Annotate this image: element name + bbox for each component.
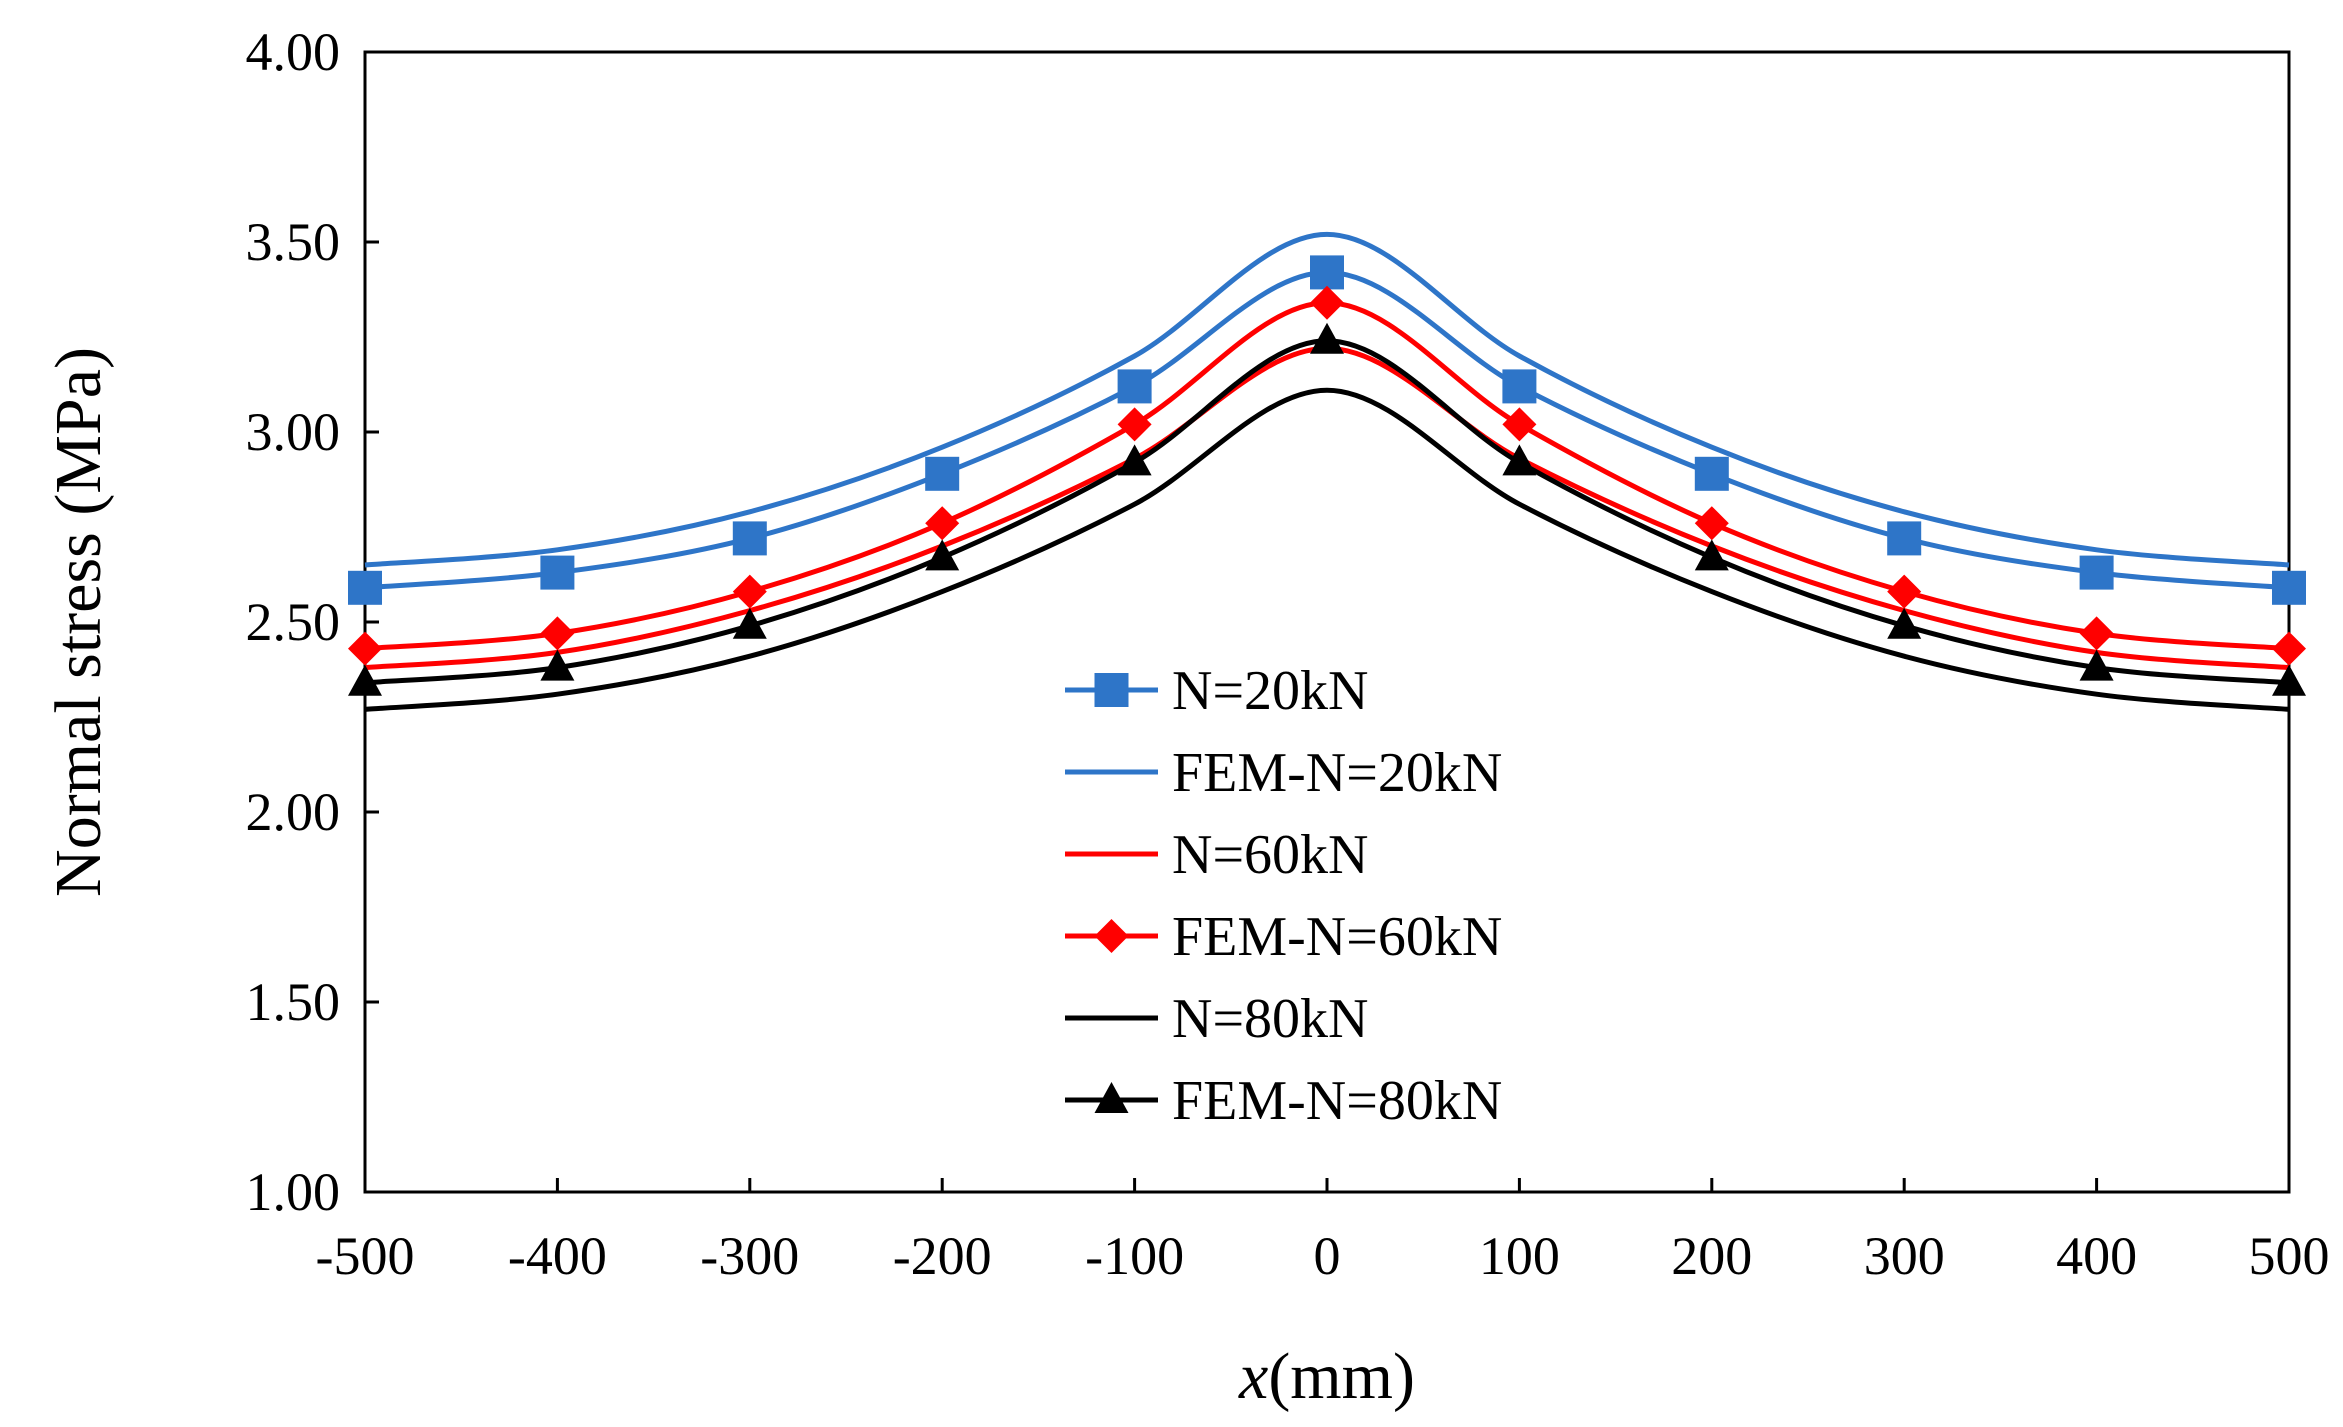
x-tick-label: 0: [1314, 1226, 1341, 1286]
data-point: [1310, 255, 1344, 290]
data-point: [348, 570, 382, 605]
data-point: [2079, 555, 2114, 590]
x-tick-label: -200: [893, 1226, 992, 1286]
y-axis-ticks: 1.00 1.50 2.00 2.50 3.00 3.50 4.00: [246, 22, 379, 1222]
legend-label: N=20kN: [1172, 660, 1368, 722]
data-point: [540, 616, 575, 651]
legend-marker: [1094, 919, 1129, 953]
x-axis-ticks: -500 -400 -300 -200 -100 0 100 200 300 400 500: [316, 1178, 2330, 1286]
data-point: [2272, 631, 2306, 666]
data-point: [1887, 521, 1922, 556]
series-line: [364, 345, 2290, 671]
legend-label: N=60kN: [1172, 824, 1368, 886]
series-fem-n-60kn: [348, 285, 2306, 666]
y-tick-label: 3.50: [246, 212, 341, 272]
x-tick-label: -300: [700, 1226, 799, 1286]
data-point: [348, 631, 382, 666]
legend-item: N=60kN: [1065, 824, 1368, 886]
y-tick-label: 1.50: [246, 972, 341, 1032]
series-n-80kn: [364, 387, 2290, 712]
data-point: [2272, 570, 2306, 605]
y-tick-label: 3.00: [246, 402, 341, 462]
data-point: [2079, 616, 2114, 651]
y-tick-label: 4.00: [246, 22, 341, 82]
data-point: [925, 539, 960, 571]
data-point: [1117, 369, 1152, 404]
series-line: [364, 300, 2290, 652]
data-point: [1502, 407, 1537, 442]
x-tick-label: -100: [1085, 1226, 1184, 1286]
data-point: [1887, 574, 1922, 609]
series-fem-n-20kn: [364, 231, 2290, 568]
x-tick-label: 100: [1479, 1226, 1560, 1286]
data-point: [1694, 506, 1729, 541]
data-point: [2079, 649, 2114, 681]
x-axis-title: x(mm): [1238, 1340, 1415, 1413]
legend-item: FEM-N=80kN: [1065, 1070, 1502, 1132]
data-point: [1694, 456, 1729, 491]
data-point: [348, 664, 382, 696]
series-line: [364, 387, 2290, 712]
legend-item: N=80kN: [1065, 988, 1368, 1050]
legend-marker: [1094, 1082, 1129, 1113]
legend-label: FEM-N=80kN: [1172, 1070, 1502, 1132]
data-point: [732, 521, 767, 556]
data-point: [1117, 444, 1152, 476]
x-tick-label: 300: [1864, 1226, 1945, 1286]
data-point: [540, 555, 575, 590]
x-axis-unit: (mm): [1268, 1340, 1415, 1413]
series-fem-n-80kn: [348, 322, 2306, 696]
data-point: [2272, 664, 2306, 696]
x-tick-label: -500: [316, 1226, 415, 1286]
data-point: [732, 574, 767, 609]
data-point: [1117, 407, 1152, 442]
series-layer: [348, 231, 2306, 712]
legend-label: FEM-N=20kN: [1172, 742, 1502, 804]
legend: N=20kN FEM-N=20kN N=60kN FEM-N=60kN N=80kN FE…: [1065, 660, 1502, 1132]
data-point: [1502, 444, 1537, 476]
x-tick-label: 200: [1671, 1226, 1752, 1286]
data-point: [1887, 607, 1922, 639]
x-tick-label: 400: [2056, 1226, 2137, 1286]
legend-item: N=20kN: [1065, 660, 1368, 722]
y-tick-label: 2.00: [246, 782, 341, 842]
legend-item: FEM-N=20kN: [1065, 742, 1502, 804]
y-tick-label: 1.00: [246, 1162, 341, 1222]
data-point: [1310, 285, 1344, 320]
y-axis-title: Normal stress (MPa): [42, 347, 115, 897]
data-point: [1502, 369, 1537, 404]
series-line: [364, 231, 2290, 568]
data-point: [1694, 539, 1729, 571]
legend-label: N=80kN: [1172, 988, 1368, 1050]
x-tick-label: -400: [508, 1226, 607, 1286]
data-point: [540, 649, 575, 681]
data-point: [732, 607, 767, 639]
series-n-20kn: [348, 255, 2306, 605]
data-point: [925, 506, 960, 541]
y-tick-label: 2.50: [246, 592, 341, 652]
legend-label: FEM-N=60kN: [1172, 906, 1502, 968]
x-axis-variable: x: [1238, 1340, 1268, 1413]
legend-marker: [1094, 673, 1129, 707]
data-point: [1310, 322, 1344, 354]
legend-item: FEM-N=60kN: [1065, 906, 1502, 968]
series-n-60kn: [364, 345, 2290, 671]
data-point: [925, 456, 960, 491]
x-tick-label: 500: [2249, 1226, 2330, 1286]
